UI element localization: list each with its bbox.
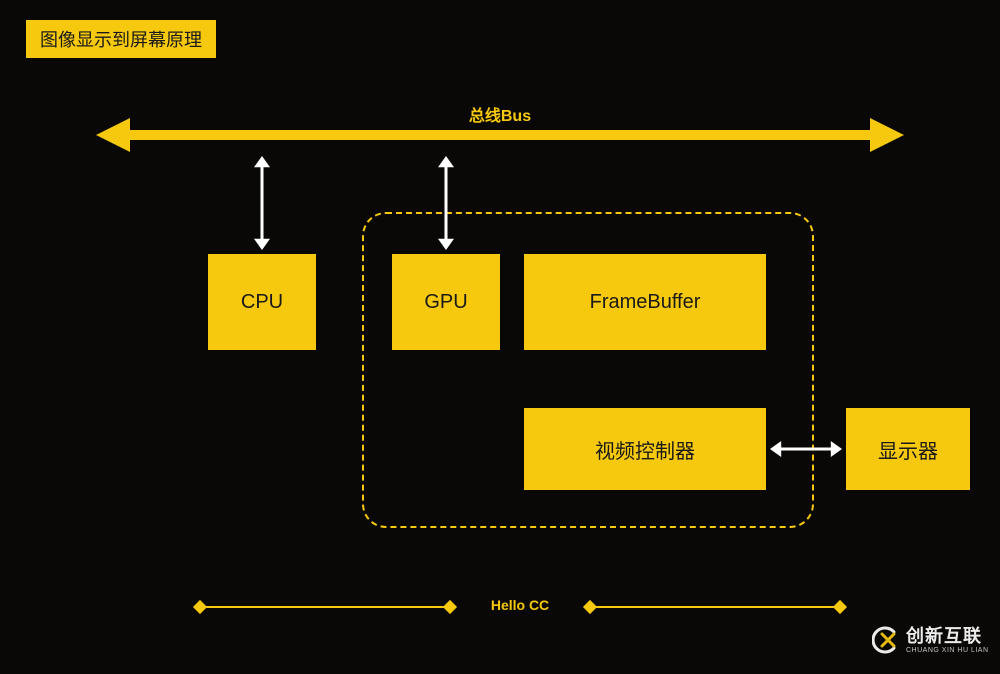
node-cpu: CPU [208,254,316,350]
node-display: 显示器 [846,408,970,490]
diagram-stage: 图像显示到屏幕原理总线BusCPUGPUFrameBuffer视频控制器显示器H… [0,0,1000,674]
watermark: 创新互联 CHUANG XIN HU LIAN [872,626,989,654]
decor-diamond-icon [193,600,207,614]
diagram-title: 图像显示到屏幕原理 [26,20,216,58]
bus-arrow [96,118,904,152]
watermark-logo-icon [872,626,900,654]
node-framebuffer: FrameBuffer [524,254,766,350]
decor-line-left [200,606,450,608]
arrow-cpu-bus [252,156,272,250]
watermark-text-cn: 创新互联 [906,627,989,645]
node-video-controller: 视频控制器 [524,408,766,490]
watermark-text-en: CHUANG XIN HU LIAN [906,647,989,654]
decor-diamond-icon [833,600,847,614]
decor-diamond-icon [443,600,457,614]
decor-label: Hello CC [480,597,560,613]
decor-line-right [590,606,840,608]
arrow-gpu-bus [436,156,456,250]
node-gpu: GPU [392,254,500,350]
decor-diamond-icon [583,600,597,614]
arrow-video-display [770,439,842,459]
